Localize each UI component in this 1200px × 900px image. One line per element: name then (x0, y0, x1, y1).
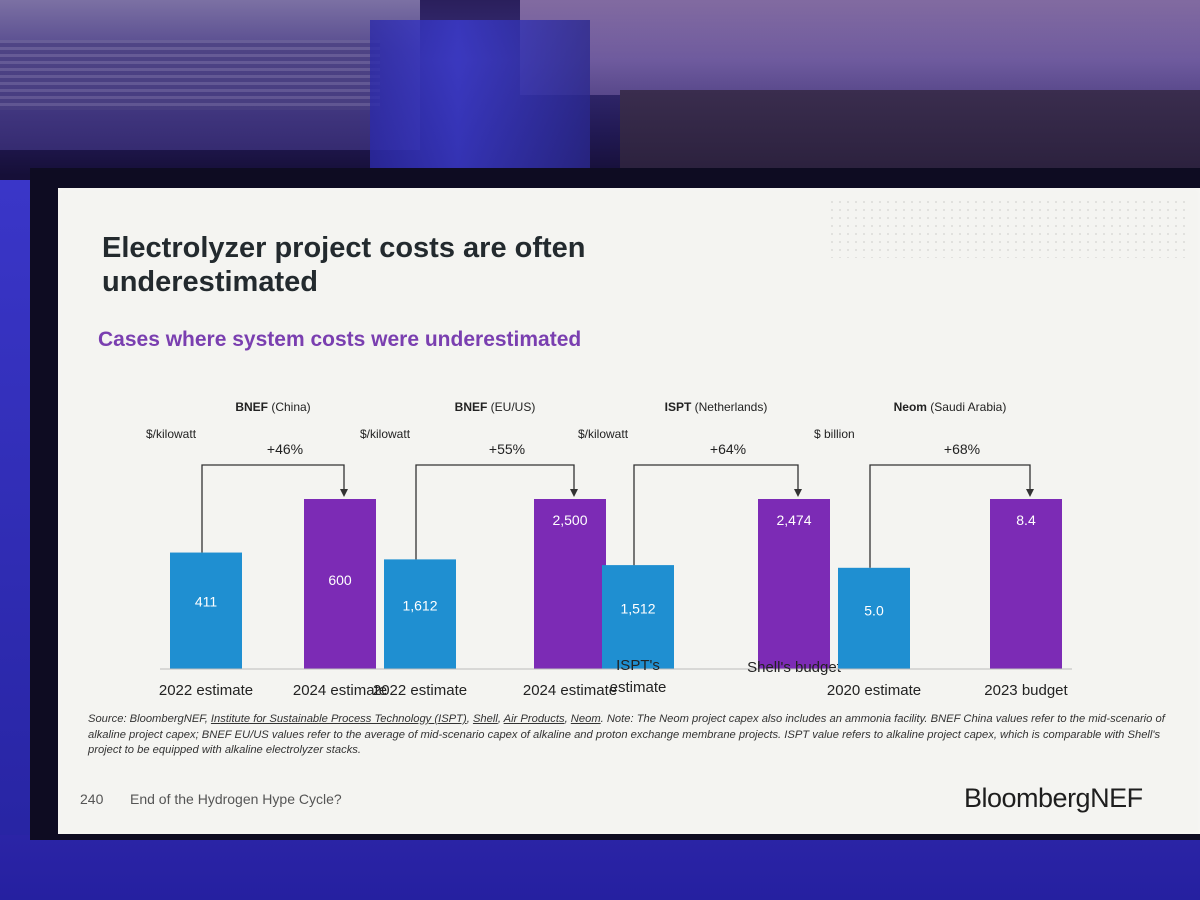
panel-title: BNEF (EU/US) (455, 400, 536, 414)
ceiling-vent (0, 40, 380, 110)
panel-title-region: (China) (268, 400, 311, 414)
bar-value-label: 8.4 (1016, 512, 1036, 528)
unit-label: $/kilowatt (146, 427, 197, 441)
panel-title-source: BNEF (455, 400, 488, 414)
source-separator: , (466, 713, 473, 725)
ceiling-light-background (520, 0, 1200, 95)
change-label: +46% (267, 441, 303, 457)
brand-logo: BloombergNEF (964, 783, 1143, 813)
panel-title: ISPT (Netherlands) (665, 400, 768, 414)
bar-before (602, 565, 674, 669)
change-label: +55% (489, 441, 525, 457)
change-label: +64% (710, 441, 746, 457)
bar-value-label: 2,500 (552, 512, 587, 528)
unit-label: $/kilowatt (360, 427, 411, 441)
bar-after (534, 499, 606, 669)
bar-before (384, 559, 456, 669)
source-link-air-products[interactable]: Air Products (503, 713, 565, 725)
panel-title: BNEF (China) (235, 400, 310, 414)
bar-after (304, 499, 376, 669)
source-link-neom[interactable]: Neom (570, 713, 601, 725)
change-connector-line (201, 464, 345, 553)
change-connector-line (633, 464, 799, 566)
bar-value-label: 411 (195, 593, 218, 609)
source-link-shell[interactable]: Shell (472, 713, 498, 725)
category-label-line2: estimate (610, 679, 667, 696)
category-label: 2023 budget (984, 682, 1068, 699)
change-connector-line (415, 464, 575, 560)
bar-after (990, 499, 1062, 669)
bar-value-label: 1,612 (402, 597, 437, 613)
unit-label: $/kilowatt (578, 427, 629, 441)
category-label: 2022 estimate (373, 682, 467, 699)
wall-background (620, 90, 1200, 180)
change-arrowhead (570, 489, 578, 497)
change-arrowhead (794, 489, 802, 497)
bar-value-label: 600 (328, 572, 352, 588)
panel-title-source: Neom (894, 400, 927, 414)
category-label: Shell's budget (747, 659, 842, 676)
bar-before (170, 552, 242, 669)
bar-after (758, 499, 830, 669)
slide-title: Electrolyzer project costs are often und… (102, 231, 722, 299)
bar-value-label: 5.0 (864, 602, 884, 618)
electrolyzer-cost-bar-charts: BNEF (China) $/kilowatt +46% 411 600 2022 est… (146, 400, 1072, 699)
bar-value-label: 2,474 (776, 512, 811, 528)
stage-floor (0, 835, 1200, 900)
unit-label: $ billion (814, 427, 855, 441)
category-label: 2022 estimate (159, 682, 253, 699)
panel-title-region: (Netherlands) (691, 400, 767, 414)
change-connector-line (869, 464, 1031, 568)
change-arrowhead (340, 489, 348, 497)
panel-title-source: ISPT (665, 400, 692, 414)
source-prefix: Source: BloombergNEF, (88, 713, 211, 725)
slide-title-line1: Electrolyzer project costs are often (102, 232, 586, 264)
bar-value-label: 1,512 (620, 601, 655, 617)
panel-title-source: BNEF (235, 400, 268, 414)
footer-title: End of the Hydrogen Hype Cycle? (130, 791, 342, 807)
source-note: Source: BloombergNEF, Institute for Sust… (88, 712, 1168, 759)
source-separator: , (497, 713, 504, 725)
slide-subtitle: Cases where system costs were underestim… (98, 328, 582, 351)
category-label: 2024 estimate (293, 682, 387, 699)
category-label: 2020 estimate (827, 682, 921, 699)
decorative-dot-pattern (828, 198, 1188, 258)
panel-title: Neom (Saudi Arabia) (894, 400, 1007, 414)
slide-title-line2: underestimated (102, 266, 318, 298)
change-arrowhead (1026, 489, 1034, 497)
bar-before (838, 567, 910, 669)
presentation-slide: Electrolyzer project costs are often und… (58, 188, 1200, 834)
source-separator: , (564, 713, 571, 725)
panel-title-region: (EU/US) (487, 400, 535, 414)
panel-title-region: (Saudi Arabia) (927, 400, 1006, 414)
source-link-ispt[interactable]: Institute for Sustainable Process Techno… (210, 713, 467, 725)
change-label: +68% (944, 441, 980, 457)
page-number: 240 (80, 791, 104, 807)
pillar-background (370, 20, 590, 170)
category-label: 2024 estimate (523, 682, 617, 699)
category-label-line1: ISPT's (616, 657, 660, 674)
source-note-text: . Note: The Neom project capex also incl… (88, 713, 1165, 756)
